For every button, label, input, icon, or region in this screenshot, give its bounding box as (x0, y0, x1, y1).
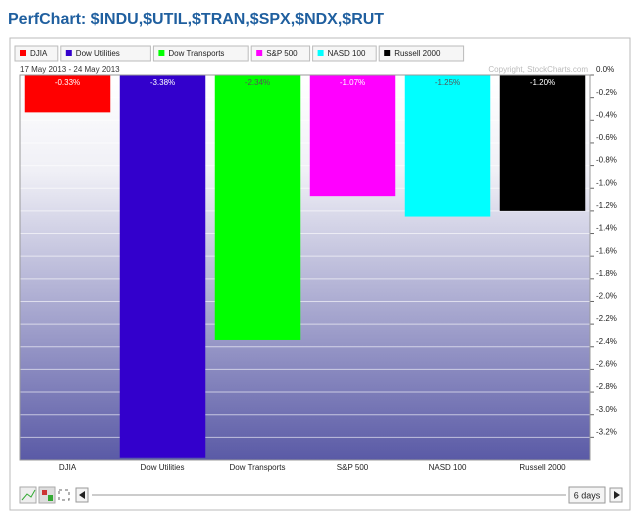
value-label: -2.34% (245, 78, 270, 87)
y-tick-label: -3.0% (596, 405, 617, 414)
y-tick-label: -0.8% (596, 156, 617, 165)
arrow (79, 491, 85, 499)
period-button[interactable] (568, 486, 606, 504)
date-range: 17 May 2013 - 24 May 2013 (20, 65, 120, 74)
y-tick-label: -1.4% (596, 224, 617, 233)
bar (309, 75, 396, 197)
legend-label: DJIA (30, 49, 48, 58)
legend-swatch (384, 50, 391, 56)
x-tick-label: Russell 2000 (519, 463, 566, 472)
plot-border (19, 74, 591, 461)
x-tick-label: Dow Utilities (140, 463, 184, 472)
legend-item (250, 45, 311, 62)
y-tick-label: -1.2% (596, 201, 617, 210)
icon-line (21, 489, 36, 501)
legend-label: Russell 2000 (394, 49, 441, 58)
y-tick-label: -2.8% (596, 382, 617, 391)
arrow (614, 491, 620, 499)
x-tick-label: S&P 500 (337, 463, 369, 472)
value-label: -1.20% (530, 78, 555, 87)
value-label: -3.38% (150, 78, 175, 87)
toolbar: 6 days (19, 486, 623, 504)
y-tick-label: -1.8% (596, 269, 617, 278)
legend-item (14, 45, 59, 62)
y-tick-label: -1.6% (596, 246, 617, 255)
value-label: -1.25% (435, 78, 460, 87)
legend-swatch (317, 50, 324, 56)
legend-label: S&P 500 (266, 49, 298, 58)
plot-area (20, 75, 590, 460)
legend-item (378, 45, 465, 62)
y-tick-label: -0.6% (596, 133, 617, 142)
legend-item (60, 45, 151, 62)
y-tick-label: -0.2% (596, 88, 617, 97)
bar (404, 75, 491, 217)
legend-swatch (256, 50, 263, 56)
legend-label: Dow Utilities (76, 49, 120, 58)
y-tick-label: -2.4% (596, 337, 617, 346)
y-tick-label: -2.0% (596, 292, 617, 301)
legend-label: Dow Transports (168, 49, 224, 58)
legend-swatch (20, 50, 26, 56)
x-tick-label: NASD 100 (429, 463, 467, 472)
legend-label: NASD 100 (328, 49, 366, 58)
bar (119, 75, 206, 458)
x-tick-label: DJIA (59, 463, 77, 472)
y-tick-label: -1.0% (596, 178, 617, 187)
y-tick-label: 0.0% (596, 65, 614, 74)
copyright: Copyright, StockCharts.com (488, 65, 588, 74)
bar (214, 75, 301, 340)
bar (499, 75, 586, 211)
legend-swatch (65, 50, 72, 56)
page-title: PerfChart: $INDU,$UTIL,$TRAN,$SPX,$NDX,$… (8, 11, 384, 28)
bar (24, 75, 111, 113)
y-tick-label: -2.6% (596, 360, 617, 369)
legend-item (152, 45, 249, 62)
icon-part (48, 495, 53, 501)
y-tick-label: -0.4% (596, 110, 617, 119)
fullscreen-icon[interactable] (58, 489, 70, 501)
value-label: -1.07% (340, 78, 365, 87)
y-tick-label: -2.2% (596, 314, 617, 323)
icon-part (42, 490, 47, 495)
value-label: -0.33% (55, 78, 80, 87)
legend-item (312, 45, 377, 62)
y-tick-label: -3.2% (596, 427, 617, 436)
legend-swatch (158, 50, 165, 56)
x-tick-label: Dow Transports (229, 463, 285, 472)
period-label: 6 days (574, 490, 601, 500)
